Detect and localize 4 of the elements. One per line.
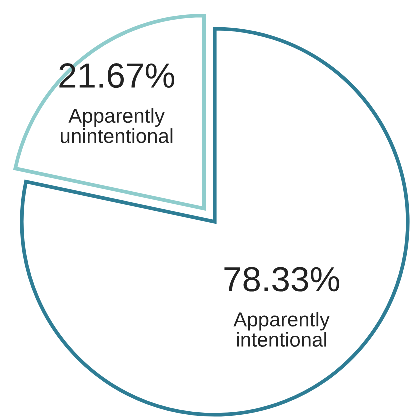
data-label: 21.67% — [60, 64, 174, 88]
slice-label: Apparently intentional — [234, 312, 330, 348]
slice-label: Apparently unintentional — [61, 108, 173, 144]
data-label: 78.33% — [224, 267, 340, 292]
